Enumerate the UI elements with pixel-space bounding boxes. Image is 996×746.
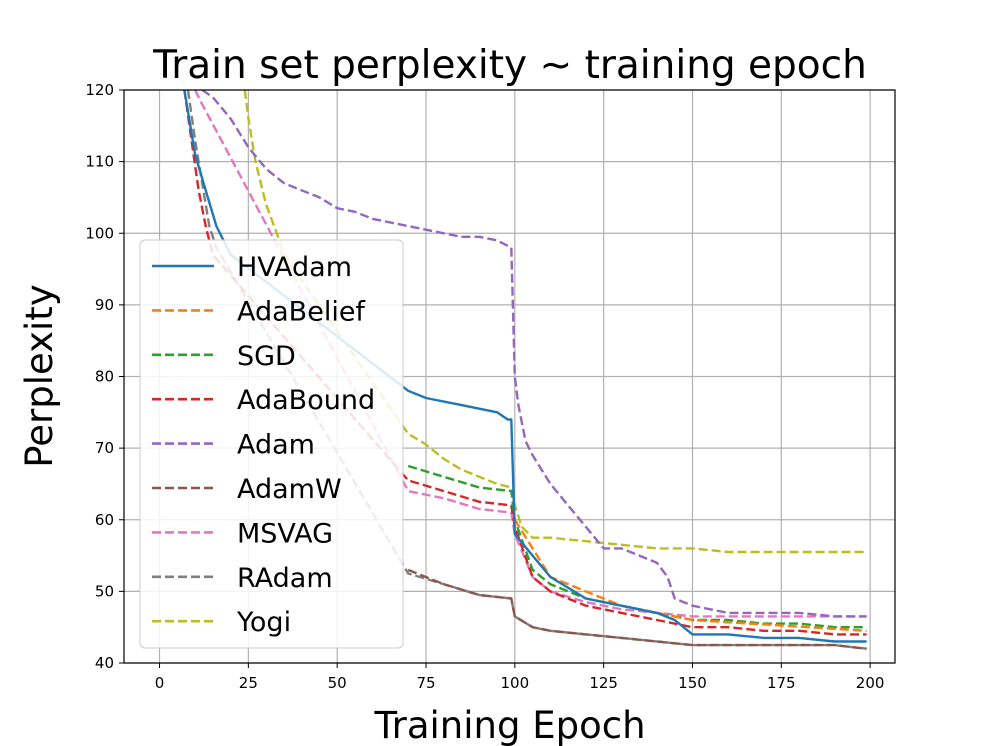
y-tick-label: 50 — [95, 582, 114, 600]
y-tick-label: 90 — [95, 296, 114, 314]
y-tick-label: 60 — [95, 511, 114, 529]
series-line-adabound — [183, 90, 867, 636]
x-tick-label: 125 — [589, 674, 618, 692]
y-tick-label: 100 — [85, 224, 114, 242]
x-tick-label: 50 — [328, 674, 347, 692]
series-line-adamw — [407, 568, 867, 650]
y-tick-label: 40 — [95, 654, 114, 672]
x-tick-label: 150 — [678, 674, 707, 692]
y-tick-label: 80 — [95, 368, 114, 386]
legend-label-adam: Adam — [237, 430, 315, 461]
ticks: 0 25 50 75 100 125 150 175 200 40 50 60 70 80 90 100 110… — [85, 81, 884, 692]
chart-title: Train set perplexity ~ training epoch — [152, 43, 867, 88]
legend-label-adabound: AdaBound — [237, 385, 375, 416]
x-axis-label: Training Epoch — [373, 704, 645, 746]
legend-label-yogi: Yogi — [236, 607, 291, 638]
y-tick-label: 110 — [85, 153, 114, 171]
series-layer — [183, 90, 867, 650]
y-tick-label: 120 — [85, 81, 114, 99]
legend-label-radam: RAdam — [237, 563, 333, 594]
legend-label-adamw: AdamW — [237, 474, 342, 505]
legend-label-sgd: SGD — [237, 341, 296, 372]
series-line-msvag — [194, 90, 867, 618]
legend-label-hvadam: HVAdam — [237, 252, 352, 283]
x-tick-label: 25 — [239, 674, 258, 692]
x-tick-label: 175 — [767, 674, 796, 692]
legend-label-msvag: MSVAG — [237, 518, 333, 549]
x-tick-label: 100 — [501, 674, 530, 692]
y-tick-label: 70 — [95, 439, 114, 457]
legend: HVAdam AdaBelief SGD AdaBound Adam AdamW MSVAG… — [139, 239, 404, 649]
x-tick-label: 200 — [856, 674, 885, 692]
legend-label-adabelief: AdaBelief — [237, 296, 366, 327]
legend-box — [139, 239, 404, 649]
series-line-adam — [201, 90, 867, 618]
y-axis-label: Perplexity — [18, 284, 61, 467]
x-tick-label: 75 — [416, 674, 435, 692]
x-tick-label: 0 — [155, 674, 165, 692]
